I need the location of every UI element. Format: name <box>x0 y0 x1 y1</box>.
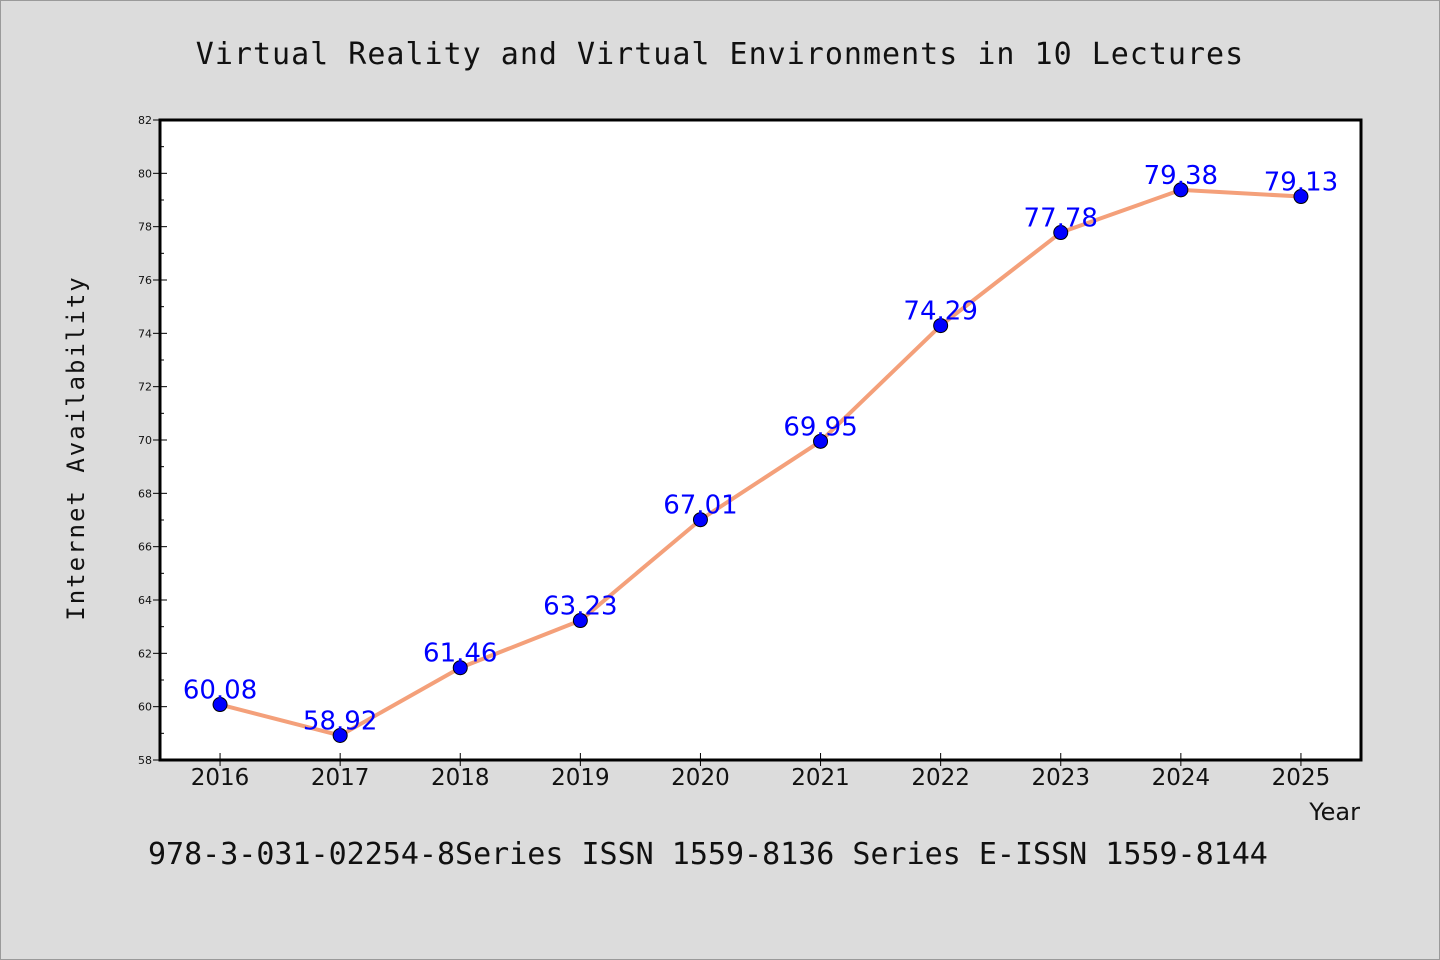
data-label: 77.78 <box>1024 204 1098 234</box>
y-axis-label: Internet Availability <box>62 275 90 620</box>
x-tick-label: 2023 <box>1031 765 1090 791</box>
data-point-marker <box>1293 189 1309 205</box>
data-point-marker <box>933 318 949 334</box>
y-axis: 58 60 62 64 66 68 70 72 74 76 78 80 82 <box>138 114 167 767</box>
x-tick-label: 2021 <box>791 765 850 791</box>
data-point-marker <box>572 613 588 629</box>
x-tick-label: 2025 <box>1272 765 1331 791</box>
data-point-marker <box>1053 225 1069 241</box>
series-group: 60.08 58.92 61.46 63.23 67.01 69.95 74.29 77.78… <box>183 161 1338 743</box>
y-tick-label: 64 <box>138 594 152 607</box>
data-label: 79.38 <box>1144 161 1218 191</box>
y-tick-label: 68 <box>138 487 152 500</box>
data-label: 74.29 <box>903 297 977 327</box>
y-tick-label: 74 <box>138 327 152 340</box>
y-tick-label: 62 <box>138 647 152 660</box>
x-tick-label: 2018 <box>431 765 490 791</box>
y-tick-label: 76 <box>138 274 152 287</box>
x-tick-label: 2016 <box>191 765 250 791</box>
data-label: 58.92 <box>303 706 377 736</box>
x-tick-label: 2020 <box>671 765 730 791</box>
x-tick-label: 2022 <box>911 765 970 791</box>
series-line <box>218 187 1303 738</box>
data-label: 61.46 <box>423 639 497 669</box>
data-label: 69.95 <box>783 412 857 442</box>
data-label: 79.13 <box>1264 168 1338 198</box>
data-point-marker <box>212 697 228 713</box>
data-label: 60.08 <box>183 676 257 706</box>
y-tick-label: 80 <box>138 167 152 180</box>
data-point-marker <box>452 660 468 676</box>
y-tick-label: 78 <box>138 221 152 234</box>
data-point-marker <box>332 727 348 743</box>
y-tick-label: 82 <box>138 114 152 127</box>
x-tick-label: 2017 <box>311 765 370 791</box>
y-tick-label: 66 <box>138 541 152 554</box>
chart-title: Virtual Reality and Virtual Environments… <box>196 37 1244 72</box>
y-tick-label: 70 <box>138 434 152 447</box>
x-tick-label: 2024 <box>1152 765 1211 791</box>
data-label: 67.01 <box>663 491 737 521</box>
data-point-marker <box>813 433 829 449</box>
y-tick-label: 60 <box>138 701 152 714</box>
y-tick-label: 72 <box>138 381 152 394</box>
data-label: 63.23 <box>543 592 617 622</box>
plot-area <box>158 118 1363 762</box>
data-point-marker <box>1173 182 1189 198</box>
x-axis: 2016 2017 2018 2019 2020 2021 2022 2023 2024 2025 <box>191 753 1330 791</box>
x-axis-label: Year <box>1308 798 1360 826</box>
footer-isbn-issn: 978-3-031-02254-8Series ISSN 1559-8136 S… <box>148 837 1268 872</box>
data-point-marker <box>692 512 708 528</box>
x-tick-label: 2019 <box>551 765 610 791</box>
y-tick-label: 58 <box>138 754 152 767</box>
